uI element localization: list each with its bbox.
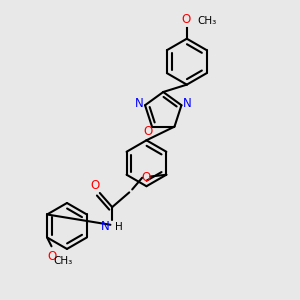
Text: N: N [134, 97, 143, 110]
Text: O: O [181, 13, 190, 26]
Text: O: O [48, 250, 57, 263]
Text: N: N [101, 220, 110, 233]
Text: O: O [142, 171, 151, 184]
Text: CH₃: CH₃ [197, 16, 216, 26]
Text: CH₃: CH₃ [54, 256, 73, 266]
Text: O: O [90, 178, 99, 191]
Text: N: N [183, 97, 192, 110]
Text: O: O [144, 125, 153, 138]
Text: H: H [115, 222, 122, 232]
